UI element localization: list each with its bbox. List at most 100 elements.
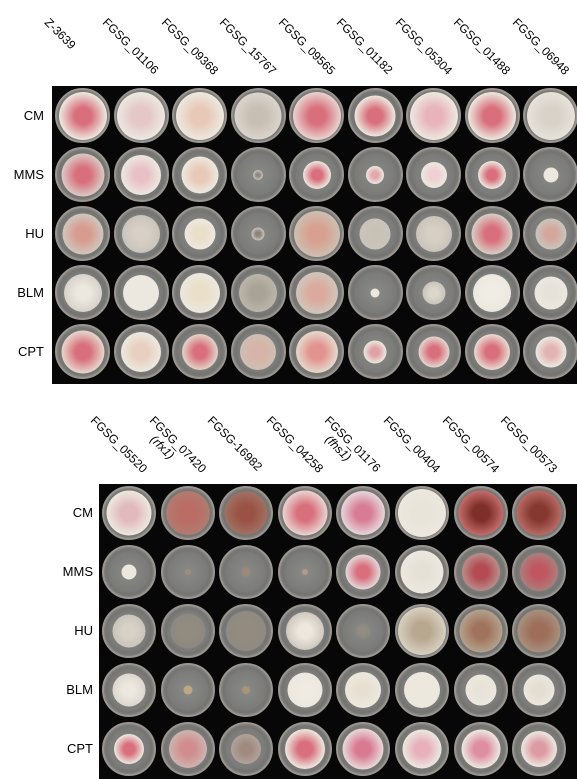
petri-dish xyxy=(113,147,169,202)
petri-dish xyxy=(102,604,156,658)
fungal-colony xyxy=(478,160,506,189)
petri-dish xyxy=(523,88,577,143)
fungal-colony xyxy=(535,218,566,249)
treatment-label: CM xyxy=(72,505,93,520)
strain-name: FGSG_00574 xyxy=(439,413,502,476)
fungal-colony xyxy=(181,156,218,193)
fungal-colony xyxy=(359,218,391,249)
petri-dish xyxy=(172,88,227,143)
fungal-colony xyxy=(58,91,107,140)
petri-dish xyxy=(336,545,391,599)
fungal-colony xyxy=(535,336,566,367)
petri-dish xyxy=(55,88,110,143)
fungal-colony xyxy=(106,490,152,536)
petri-dish xyxy=(277,663,332,717)
petri-dish xyxy=(230,265,286,320)
fungal-colony xyxy=(345,554,381,590)
fungal-colony xyxy=(112,614,146,648)
fungal-colony xyxy=(62,213,103,254)
fungal-colony xyxy=(251,227,265,240)
fungal-colony xyxy=(61,330,104,373)
fungal-colony xyxy=(122,214,160,253)
treatment-label: BLM xyxy=(66,682,93,697)
petri-dish xyxy=(523,324,577,379)
strain-label: FGSG_09368 xyxy=(158,15,220,77)
treatment-label: CPT xyxy=(67,741,93,756)
strain-name: FGSG_15767 xyxy=(216,15,280,78)
strain-name: FGSG_01182 xyxy=(333,15,396,77)
fungal-colony xyxy=(341,491,386,535)
petri-dish xyxy=(406,147,461,202)
fungal-colony xyxy=(184,218,215,249)
fungal-colony xyxy=(165,491,210,535)
strain-label: FGSG-16982 xyxy=(205,413,265,473)
fungal-colony xyxy=(400,550,444,594)
strain-name: FGSG_01488 xyxy=(450,15,514,78)
petri-dish xyxy=(336,604,391,658)
fungal-colony xyxy=(409,91,458,140)
petri-dish xyxy=(160,545,215,599)
fungal-colony xyxy=(354,95,396,136)
treatment-label: HU xyxy=(74,623,93,638)
petri-dish xyxy=(395,486,449,540)
petri-dish xyxy=(102,545,156,599)
fungal-colony xyxy=(459,609,503,653)
petri-dish xyxy=(230,206,286,261)
fungal-colony xyxy=(282,490,328,536)
petri-dish xyxy=(172,265,227,320)
strain-name: FGSG_09565 xyxy=(275,15,338,78)
fungal-colony xyxy=(293,210,340,257)
fungal-colony xyxy=(415,215,452,252)
fungal-colony xyxy=(523,674,555,706)
fungal-colony xyxy=(474,333,510,370)
fungal-colony xyxy=(284,729,325,769)
petri-dish xyxy=(453,486,508,540)
fungal-colony xyxy=(301,569,308,575)
strain-label: FGSG_01176 (fhs1) xyxy=(313,413,384,484)
petri-dish xyxy=(336,486,391,540)
treatment-label: HU xyxy=(25,225,44,241)
fungal-colony xyxy=(170,613,206,649)
petri-dish xyxy=(347,88,403,143)
petri-dish xyxy=(277,604,332,658)
fungal-colony xyxy=(520,553,559,591)
petri-dish xyxy=(102,722,156,776)
petri-dish xyxy=(453,663,508,717)
treatment-label: MMS xyxy=(62,564,93,579)
fungal-colony xyxy=(123,274,159,311)
strain-name: FGSG_00404 xyxy=(380,413,444,476)
fungal-colony xyxy=(398,489,446,537)
petri-dish xyxy=(230,324,286,379)
petri-dish xyxy=(289,324,344,379)
fungal-colony xyxy=(114,734,144,764)
strain-label: FGSG_00573 xyxy=(498,413,560,475)
strain-label: FGSG_01488 xyxy=(450,15,514,78)
fungal-colony xyxy=(183,685,193,695)
petri-dish xyxy=(512,545,567,599)
petri-dish xyxy=(523,265,577,320)
petri-dish xyxy=(160,722,215,776)
petri-dish xyxy=(219,663,274,717)
strain-label: FGSG_01106 xyxy=(100,15,162,77)
petri-dish xyxy=(347,147,403,202)
strain-label: Z-3639 xyxy=(41,15,78,52)
petri-dish xyxy=(219,545,274,599)
fungal-colony xyxy=(121,564,137,580)
fungal-colony xyxy=(117,91,165,140)
petri-dish xyxy=(113,206,169,261)
petri-dish xyxy=(406,265,461,320)
petri-dish xyxy=(230,88,286,143)
petri-dish xyxy=(395,604,449,658)
fungal-colony xyxy=(295,330,338,373)
petri-dish xyxy=(523,147,577,202)
fungal-colony xyxy=(468,91,516,140)
petri-dish xyxy=(406,206,461,261)
fungal-colony xyxy=(295,271,338,314)
petri-dish xyxy=(336,722,391,776)
fungal-colony xyxy=(458,490,504,536)
fungal-colony xyxy=(461,729,501,769)
fungal-colony xyxy=(61,153,104,196)
fungal-colony xyxy=(302,160,331,189)
fungal-colony xyxy=(226,611,267,651)
strain-label: FGSG_00404 xyxy=(380,413,444,476)
